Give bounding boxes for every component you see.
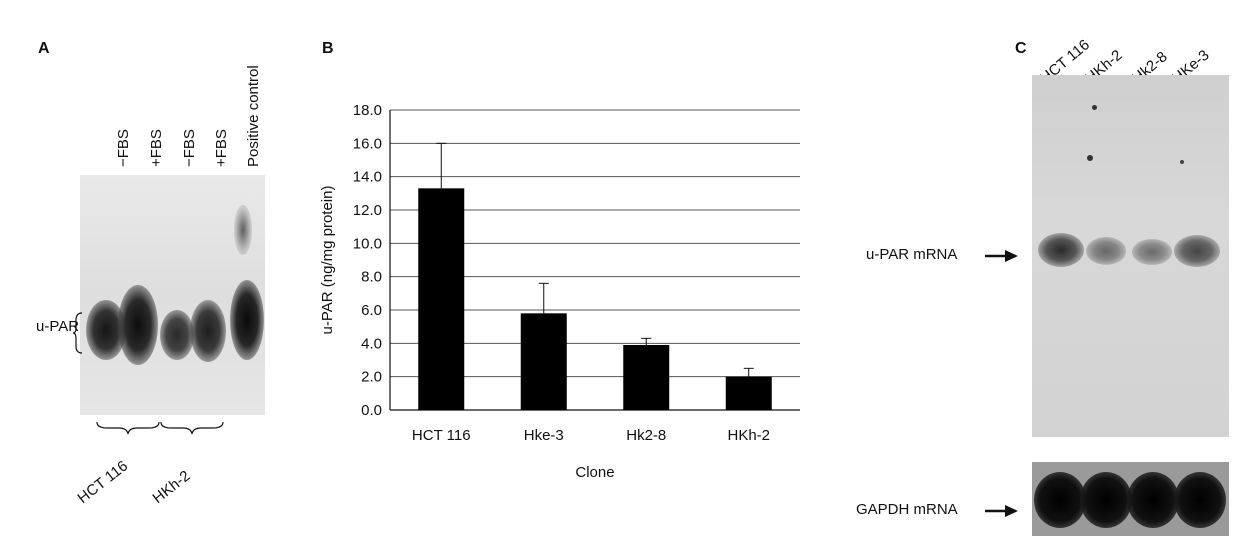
upar-bracket [72,312,83,354]
northern-blot-upar [1032,75,1229,437]
gapdh-mrna-label: GAPDH mRNA [856,501,958,518]
y-tick-label: 6.0 [361,302,382,319]
bar [725,376,772,410]
northern-blot-gapdh [1032,462,1229,536]
y-tick-label: 2.0 [361,369,382,386]
x-tick-label: HCT 116 [412,427,471,444]
lane-label-2: +FBS [148,129,165,167]
y-tick-label: 8.0 [361,269,382,286]
lane-label-4: +FBS [213,129,230,167]
bar [418,188,465,410]
y-tick-label: 14.0 [353,169,382,186]
panel-c-letter: C [1015,40,1027,57]
lane-label-3: −FBS [181,129,198,167]
lane-label-1: −FBS [115,129,132,167]
upar-arrow-icon [985,250,1018,262]
y-tick-label: 12.0 [353,202,382,219]
group-label-hct116: HCT 116 [74,457,132,507]
group-label-hkh2: HKh-2 [149,467,194,507]
y-tick-label: 4.0 [361,335,382,352]
panel-b-letter: B [322,40,334,57]
y-tick-label: 18.0 [353,102,382,119]
gapdh-arrow-icon [985,505,1018,517]
group-braces [96,421,224,435]
western-blot-image [80,175,265,415]
upar-mrna-label: u-PAR mRNA [866,246,958,263]
x-tick-label: HKh-2 [727,427,770,444]
upar-band-label: u-PAR [36,318,80,335]
bar [623,345,670,410]
y-axis-label: u-PAR (ng/mg protein) [319,186,336,335]
bar-chart: 0.0 2.0 4.0 6.0 8.0 10.0 12.0 14.0 16.0 18.0 HCT 1… [319,102,800,481]
x-tick-label: Hke-3 [524,427,564,444]
y-tick-label: 16.0 [353,135,382,152]
bar [520,313,567,410]
lane-label-5: Positive control [245,65,262,167]
panel-a-letter: A [38,40,50,57]
x-axis-label: Clone [575,464,614,481]
x-tick-label: Hk2-8 [626,427,666,444]
y-tick-label: 10.0 [353,235,382,252]
y-tick-label: 0.0 [361,402,382,419]
